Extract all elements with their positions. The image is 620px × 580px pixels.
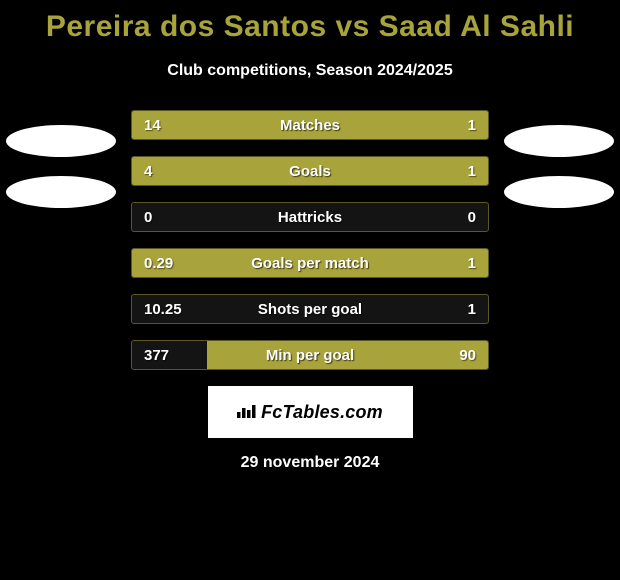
stat-label: Hattricks [132, 203, 488, 232]
stat-label: Shots per goal [132, 295, 488, 324]
stat-row: 37790Min per goal [131, 340, 489, 370]
player-left-photo [6, 125, 116, 157]
stat-row: 10.251Shots per goal [131, 294, 489, 324]
stat-label: Matches [132, 111, 488, 140]
stat-row: 00Hattricks [131, 202, 489, 232]
stat-label: Min per goal [132, 341, 488, 370]
stat-label: Goals [132, 157, 488, 186]
stat-row: 0.291Goals per match [131, 248, 489, 278]
stat-rows: 141Matches 41Goals 00Hattricks 0.291Goals p… [131, 110, 489, 370]
comparison-chart: 141Matches 41Goals 00Hattricks 0.291Goals p… [0, 110, 620, 370]
brand-text: FcTables.com [261, 402, 383, 423]
player-right-photo [504, 125, 614, 157]
page-title: Pereira dos Santos vs Saad Al Sahli [0, 0, 620, 44]
stat-row: 41Goals [131, 156, 489, 186]
team-left-photo [6, 176, 116, 208]
stat-row: 141Matches [131, 110, 489, 140]
subtitle: Club competitions, Season 2024/2025 [0, 62, 620, 80]
team-right-photo [504, 176, 614, 208]
brand-badge: FcTables.com [208, 386, 413, 438]
chart-icon [237, 402, 257, 423]
generated-date: 29 november 2024 [0, 454, 620, 472]
stat-label: Goals per match [132, 249, 488, 278]
